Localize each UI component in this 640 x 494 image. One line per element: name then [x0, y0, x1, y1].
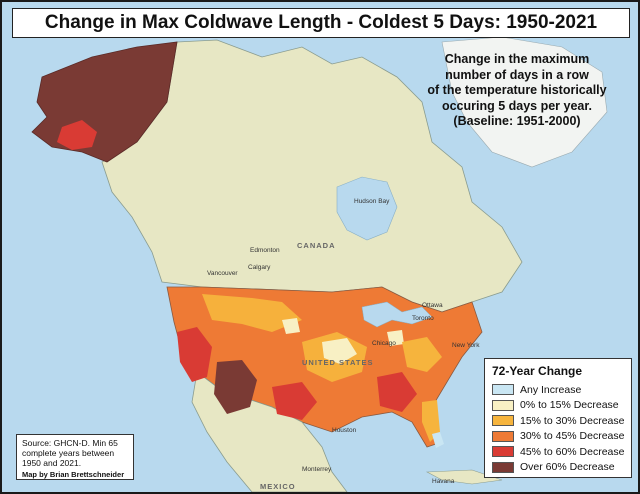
patch-over-60-southwest: [214, 360, 257, 414]
subtitle-line: (Baseline: 1951-2000): [453, 114, 581, 128]
legend-item: 15% to 30% Decrease: [492, 413, 624, 429]
legend-swatch: [492, 446, 514, 458]
legend-label: 30% to 45% Decrease: [520, 430, 625, 443]
legend-swatch: [492, 399, 514, 411]
great-lakes-water: [361, 301, 433, 328]
legend-item: 30% to 45% Decrease: [492, 429, 624, 445]
label-hudson-bay: Hudson Bay: [354, 198, 390, 205]
source-line: Source: GHCN-D. Min 65: [22, 438, 118, 448]
subtitle-line: Change in the maximum: [444, 52, 590, 66]
patch-45-60-texas: [272, 382, 317, 420]
label-ottawa: Ottawa: [422, 302, 443, 309]
label-chicago: Chicago: [372, 340, 396, 347]
legend-title: 72-Year Change: [492, 364, 583, 378]
legend-swatch: [492, 430, 514, 442]
hudson-bay-water: [336, 176, 398, 241]
cuba-landmass: [425, 469, 503, 485]
patch-15-30-east: [402, 337, 442, 372]
legend-item: 45% to 60% Decrease: [492, 444, 624, 460]
patch-0-15-a: [322, 338, 357, 364]
label-new-york: New York: [452, 342, 480, 349]
map-credit: Map by Brian Brettschneider: [22, 470, 125, 479]
legend-label: 15% to 30% Decrease: [520, 414, 625, 427]
legend: 72-Year Change Any Increase 0% to 15% De…: [484, 358, 632, 478]
legend-label: 0% to 15% Decrease: [520, 399, 619, 412]
alaska-south-region: [57, 120, 97, 150]
patch-0-15-c: [387, 330, 404, 346]
patch-0-15-b: [282, 318, 300, 334]
patch-45-60-southeast: [377, 372, 417, 412]
patch-15-30-north: [202, 294, 302, 332]
label-toronto: Toronto: [412, 315, 434, 322]
source-line: 1950 and 2021.: [22, 458, 82, 468]
map-title: Change in Max Coldwave Length - Coldest …: [12, 8, 630, 38]
legend-item: Over 60% Decrease: [492, 460, 624, 476]
label-calgary: Calgary: [248, 264, 271, 271]
label-monterrey: Monterrey: [302, 466, 332, 473]
patch-increase-florida: [432, 432, 444, 448]
label-edmonton: Edmonton: [250, 247, 280, 254]
legend-swatch: [492, 384, 514, 396]
greenland-landmass: [441, 36, 608, 168]
legend-item: 0% to 15% Decrease: [492, 398, 624, 414]
label-mexico: MEXICO: [260, 482, 296, 491]
subtitle-line: of the temperature historically: [427, 83, 607, 97]
subtitle-line: occuring 5 days per year.: [441, 98, 593, 113]
patch-15-30-florida: [422, 400, 440, 442]
label-houston: Houston: [332, 427, 357, 434]
patch-45-60-west: [177, 327, 212, 382]
map-subtitle: Change in the maximum number of days in …: [412, 52, 622, 130]
legend-label: Any Increase: [520, 383, 582, 396]
label-vancouver: Vancouver: [207, 270, 238, 277]
label-united-states: UNITED STATES: [302, 358, 374, 367]
subtitle-line: number of days in a row: [445, 67, 589, 82]
source-note: Source: GHCN-D. Min 65 complete years be…: [16, 434, 134, 480]
legend-swatch: [492, 415, 514, 427]
legend-swatch: [492, 461, 514, 473]
label-havana: Havana: [432, 478, 455, 485]
label-canada: CANADA: [297, 241, 336, 250]
legend-item: Any Increase: [492, 382, 624, 398]
source-line: complete years between: [22, 448, 115, 458]
legend-label: Over 60% Decrease: [520, 461, 615, 474]
legend-label: 45% to 60% Decrease: [520, 445, 625, 458]
